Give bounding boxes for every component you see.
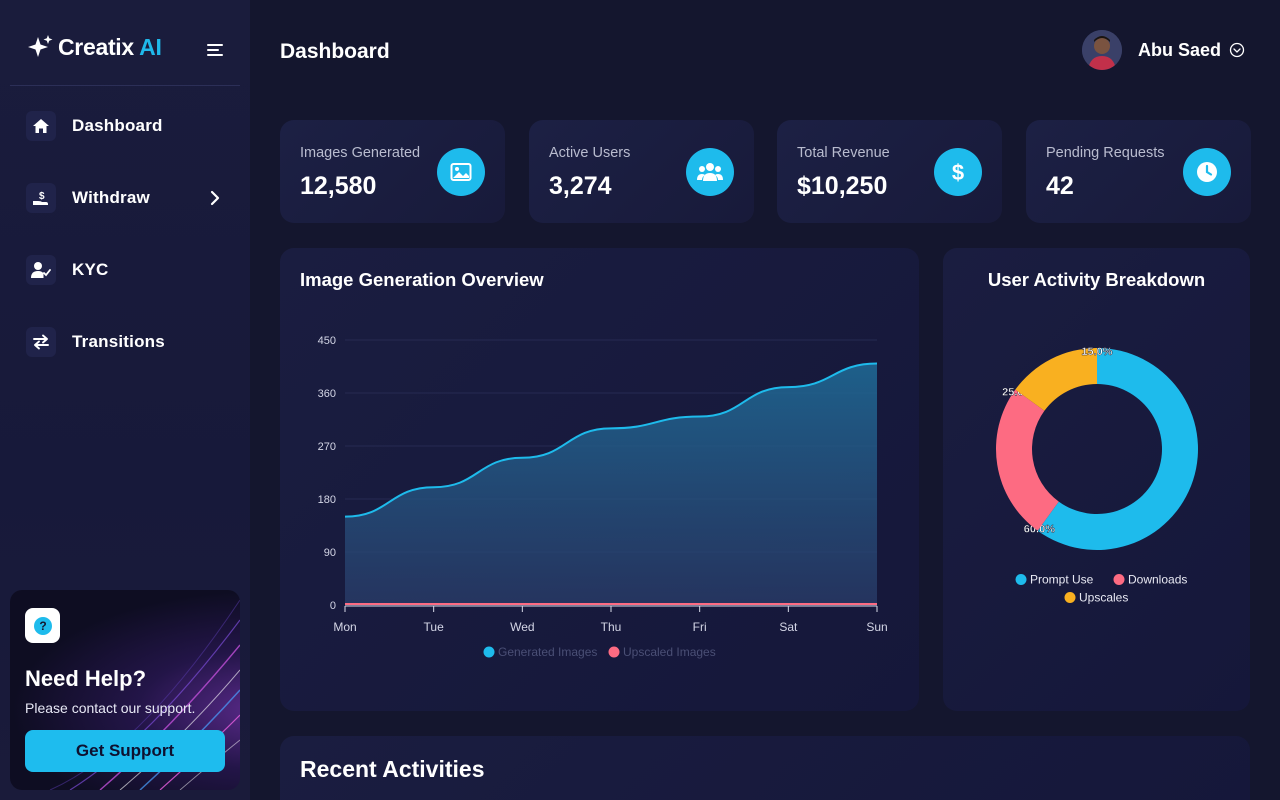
- sidebar-item-label: KYC: [72, 260, 109, 279]
- svg-text:?: ?: [39, 619, 46, 633]
- legend-label[interactable]: Upscaled Images: [623, 645, 716, 659]
- legend-label[interactable]: Generated Images: [498, 645, 597, 659]
- legend-label[interactable]: Prompt Use: [1030, 573, 1094, 587]
- legend-swatch: [483, 646, 495, 658]
- image-generation-panel: Image Generation Overview 0 90 180 270 360 45…: [280, 248, 919, 711]
- transfer-icon: [26, 327, 56, 357]
- slice-label: 60.0%: [1024, 523, 1055, 535]
- area-chart: 0 90 180 270 360 450 Mon Tue Wed Thu Fri Sat Sun Gene…: [318, 335, 888, 659]
- legend-swatch: [1064, 592, 1076, 603]
- sidebar-item-kyc[interactable]: KYC: [26, 253, 231, 287]
- user-menu[interactable]: Abu Saed: [1082, 30, 1245, 70]
- help-subtitle: Please contact our support.: [25, 700, 196, 716]
- sidebar-item-dashboard[interactable]: Dashboard: [26, 109, 231, 143]
- clock-icon: [1183, 148, 1231, 196]
- legend-swatch: [1015, 574, 1027, 585]
- stat-label: Images Generated: [300, 145, 421, 161]
- x-tick-label: Wed: [510, 620, 534, 634]
- stat-value: 42: [1046, 172, 1074, 200]
- slice-label: 15.0%: [1081, 346, 1112, 358]
- chart-title: User Activity Breakdown: [987, 269, 1206, 290]
- avatar: [1082, 30, 1122, 70]
- withdraw-icon: $: [26, 183, 56, 213]
- user-name: Abu Saed: [1138, 39, 1222, 60]
- legend-label[interactable]: Downloads: [1128, 573, 1187, 587]
- home-icon: [26, 111, 56, 141]
- x-tick-label: Fri: [693, 620, 707, 634]
- image-icon: [437, 148, 485, 196]
- dollar-icon: $: [934, 148, 982, 196]
- sidebar: Creatix AI Dashboard $ Withdraw: [0, 0, 250, 800]
- x-tick-label: Tue: [424, 620, 445, 634]
- svg-text:$: $: [952, 161, 964, 183]
- user-check-icon: [26, 255, 56, 285]
- x-tick-label: Sun: [866, 620, 887, 634]
- sidebar-divider: [10, 85, 240, 86]
- y-tick-label: 90: [324, 547, 336, 559]
- stat-label: Active Users: [549, 145, 631, 161]
- y-tick-label: 180: [318, 494, 336, 506]
- sidebar-item-label: Dashboard: [72, 116, 163, 135]
- series-area-generated-images: [345, 363, 877, 605]
- page-title: Dashboard: [280, 40, 390, 63]
- menu-icon[interactable]: [205, 40, 225, 60]
- users-icon: [686, 148, 734, 196]
- stat-value: 12,580: [300, 172, 377, 200]
- legend-swatch: [1113, 574, 1125, 585]
- legend-swatch: [608, 646, 620, 658]
- sidebar-item-transitions[interactable]: Transitions: [26, 325, 231, 359]
- stat-card-images-generated: Images Generated 12,580: [280, 120, 505, 223]
- donut-slice[interactable]: [1037, 348, 1198, 550]
- stat-value: $10,250: [797, 172, 888, 200]
- donut-slice[interactable]: [1015, 348, 1097, 411]
- brand-logo[interactable]: Creatix AI: [26, 32, 162, 62]
- get-support-button[interactable]: Get Support: [25, 730, 225, 772]
- help-title: Need Help?: [25, 666, 147, 691]
- y-tick-label: 270: [318, 441, 336, 453]
- stat-card-active-users: Active Users 3,274: [529, 120, 754, 223]
- donut-chart: 60.0%25.0%15.0%Prompt Use DownloadsUpscal…: [996, 346, 1198, 605]
- stat-card-pending-requests: Pending Requests 42: [1026, 120, 1251, 223]
- x-tick-label: Thu: [601, 620, 622, 634]
- chevron-down-icon[interactable]: [1229, 42, 1245, 58]
- sidebar-item-label: Withdraw: [72, 188, 150, 207]
- chevron-right-icon: [210, 190, 220, 206]
- y-tick-label: 360: [318, 388, 336, 400]
- stat-value: 3,274: [549, 172, 612, 200]
- y-tick-label: 450: [318, 335, 336, 347]
- y-tick-label: 0: [330, 600, 336, 612]
- user-activity-panel: User Activity Breakdown 60.0% 25.0% 15.0% P…: [943, 248, 1250, 711]
- donut-slice[interactable]: [996, 389, 1059, 531]
- x-tick-label: Sat: [779, 620, 798, 634]
- sidebar-item-label: Transitions: [72, 332, 165, 351]
- help-card: ? Need Help? Please contact our support.…: [10, 590, 240, 790]
- question-icon: ?: [25, 608, 60, 643]
- stat-label: Pending Requests: [1046, 145, 1165, 161]
- series-line-generated-images: [344, 362, 878, 518]
- sidebar-item-withdraw[interactable]: $ Withdraw: [26, 181, 231, 215]
- recent-activities-title: Recent Activities: [300, 756, 485, 782]
- legend-label[interactable]: Upscales: [1079, 591, 1128, 605]
- sparkle-icon: [28, 35, 53, 57]
- svg-text:$: $: [39, 191, 45, 202]
- stat-card-total-revenue: Total Revenue $10,250 $: [777, 120, 1002, 223]
- brand-name: Creatix AI: [58, 33, 162, 60]
- x-tick-label: Mon: [333, 620, 356, 634]
- chart-title: Image Generation Overview: [300, 269, 544, 290]
- recent-activities-panel: Recent Activities: [280, 736, 1250, 800]
- stat-label: Total Revenue: [797, 145, 890, 161]
